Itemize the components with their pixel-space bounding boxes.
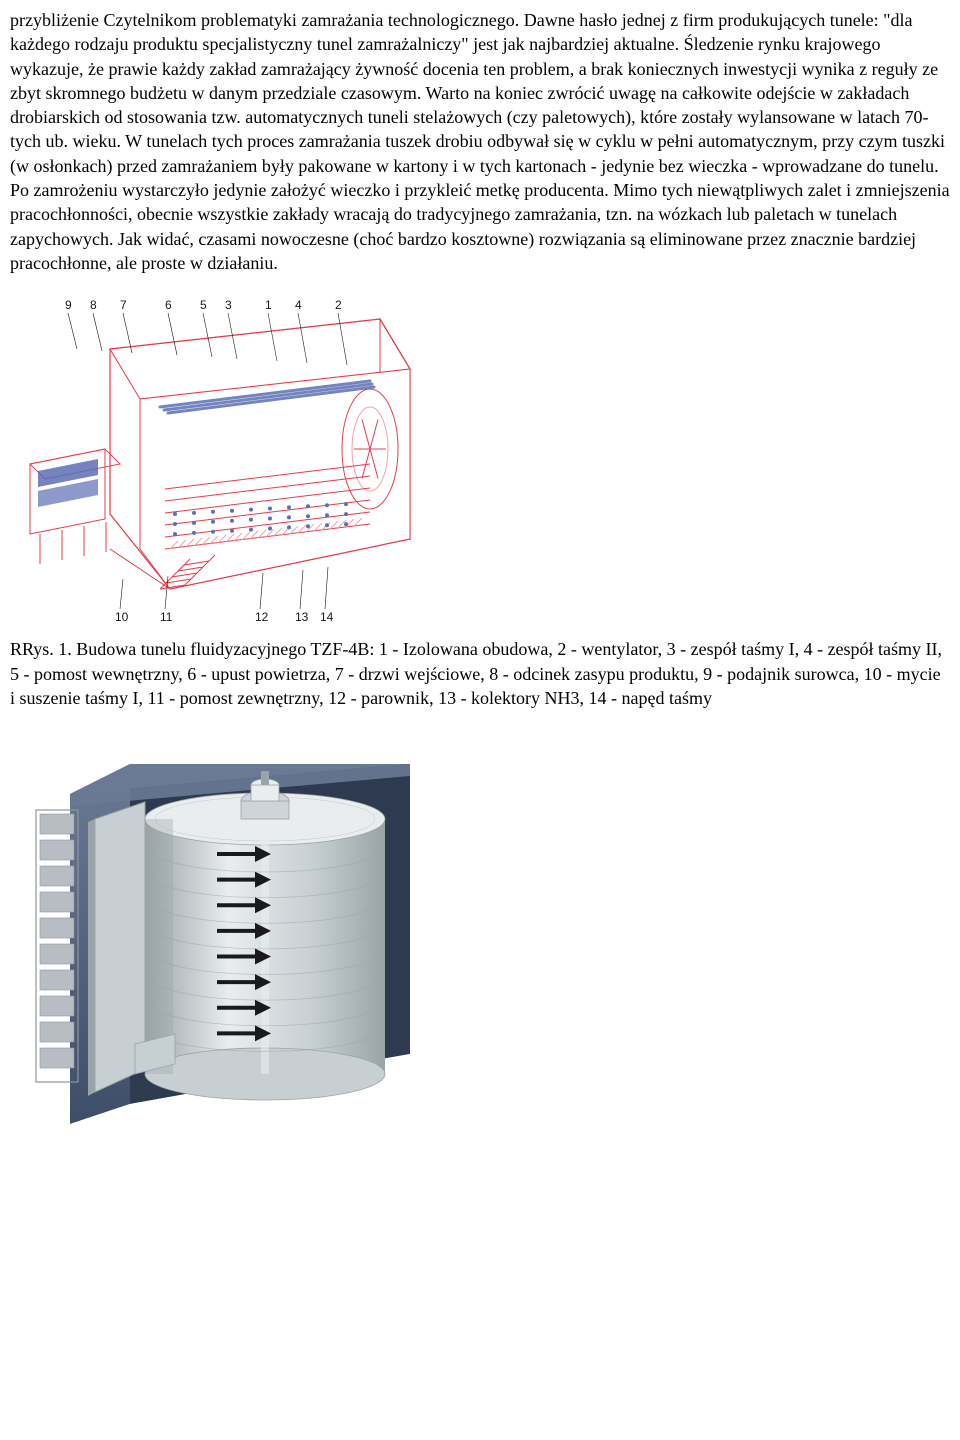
body-paragraph: przybliżenie Czytelnikom problematyki za…	[10, 8, 950, 275]
svg-text:7: 7	[120, 298, 127, 312]
figure-1: 9876531421011121314	[10, 289, 950, 629]
figure-2	[10, 724, 950, 1124]
figure-1-svg: 9876531421011121314	[10, 289, 430, 629]
figure-2-svg	[10, 724, 430, 1124]
svg-text:3: 3	[225, 298, 232, 312]
svg-text:11: 11	[160, 610, 173, 624]
svg-text:1: 1	[265, 298, 272, 312]
svg-text:6: 6	[165, 298, 172, 312]
svg-text:8: 8	[90, 298, 97, 312]
svg-text:9: 9	[65, 298, 72, 312]
svg-text:14: 14	[320, 610, 334, 624]
svg-text:4: 4	[295, 298, 302, 312]
svg-text:12: 12	[255, 610, 269, 624]
figure-1-caption: RRys. 1. Budowa tunelu fluidyzacyjnego T…	[10, 637, 950, 710]
svg-text:5: 5	[200, 298, 207, 312]
svg-text:2: 2	[335, 298, 342, 312]
svg-text:10: 10	[115, 610, 129, 624]
svg-text:13: 13	[295, 610, 309, 624]
